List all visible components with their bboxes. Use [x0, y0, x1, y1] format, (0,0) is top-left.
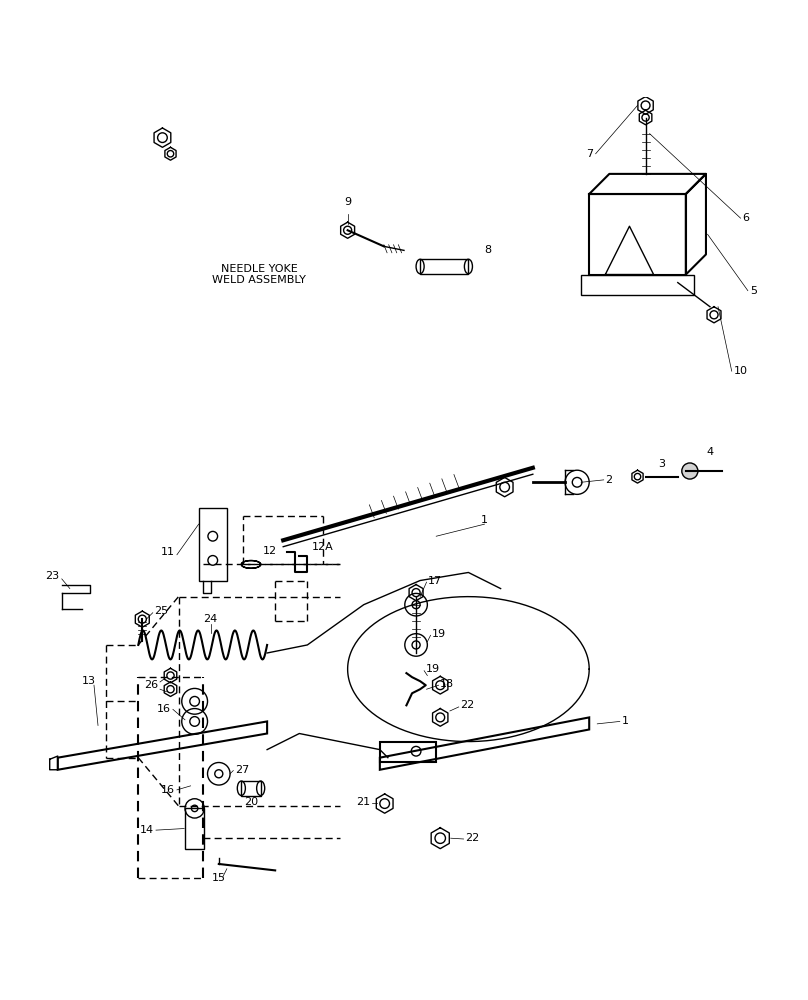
- Text: 10: 10: [734, 366, 748, 376]
- Text: 22: 22: [465, 833, 479, 843]
- Text: 19: 19: [432, 629, 446, 639]
- Text: NEEDLE YOKE
WELD ASSEMBLY: NEEDLE YOKE WELD ASSEMBLY: [213, 264, 306, 285]
- Bar: [380, 742, 436, 762]
- Text: 16: 16: [157, 704, 170, 714]
- Text: 5: 5: [751, 286, 757, 296]
- Bar: [581, 275, 694, 295]
- Text: 21: 21: [356, 797, 370, 807]
- Text: 26: 26: [145, 680, 158, 690]
- Text: 24: 24: [204, 614, 218, 624]
- Text: 7: 7: [586, 149, 593, 159]
- Text: 23: 23: [45, 571, 59, 581]
- Text: 15: 15: [212, 873, 225, 883]
- Text: 9: 9: [344, 197, 351, 207]
- Text: 14: 14: [141, 825, 154, 835]
- Text: 19: 19: [426, 664, 440, 674]
- Text: 18: 18: [440, 679, 454, 689]
- Bar: [185, 808, 204, 849]
- Text: 1: 1: [621, 716, 629, 726]
- Bar: [589, 194, 686, 275]
- Text: 20: 20: [244, 797, 258, 807]
- Text: 27: 27: [235, 765, 249, 775]
- Bar: [199, 508, 227, 581]
- Text: 6: 6: [743, 213, 749, 223]
- Text: 25: 25: [154, 606, 169, 616]
- Text: 22: 22: [461, 700, 474, 710]
- Text: 17: 17: [428, 576, 442, 586]
- Text: 12A: 12A: [311, 542, 333, 552]
- Text: 13: 13: [82, 676, 96, 686]
- Circle shape: [682, 463, 698, 479]
- Text: 1: 1: [481, 515, 488, 525]
- Text: 8: 8: [485, 245, 491, 255]
- Text: 3: 3: [659, 459, 665, 469]
- Bar: [242, 781, 261, 796]
- Text: 2: 2: [605, 475, 612, 485]
- Text: 12: 12: [263, 546, 277, 556]
- Text: 4: 4: [706, 447, 713, 457]
- Text: 11: 11: [161, 547, 175, 557]
- Text: 16: 16: [161, 785, 175, 795]
- Bar: [420, 259, 469, 274]
